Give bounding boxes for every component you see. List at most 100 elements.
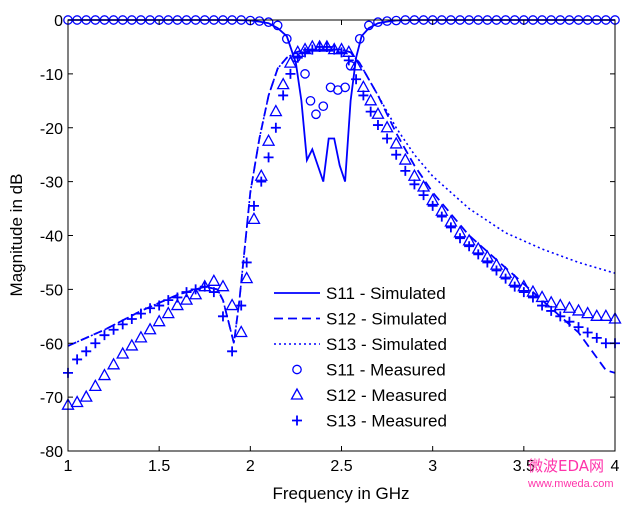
data-point [491, 265, 502, 276]
data-point [134, 330, 148, 343]
data-point [106, 357, 121, 370]
data-point [581, 306, 595, 319]
data-point [340, 82, 350, 93]
data-point [240, 271, 254, 284]
data-point [172, 292, 183, 303]
data-point [537, 300, 548, 311]
series-s13-measured [63, 41, 620, 378]
data-point [207, 273, 221, 286]
data-point [72, 354, 83, 365]
y-tick-label: -80 [40, 444, 63, 461]
data-point [225, 298, 239, 311]
data-point [527, 292, 538, 303]
data-point [307, 44, 318, 55]
data-point [261, 133, 276, 146]
data-point [117, 319, 128, 330]
data-point [354, 34, 365, 44]
y-tick-label: -30 [40, 175, 63, 192]
data-point [189, 287, 203, 300]
data-point [564, 316, 575, 327]
data-point [372, 120, 383, 131]
data-point [464, 241, 475, 252]
data-point [190, 284, 201, 295]
data-point [329, 44, 340, 55]
data-point [116, 346, 130, 359]
data-point [500, 273, 511, 284]
legend-label: S12 - Simulated [326, 310, 447, 329]
data-point [292, 52, 303, 63]
legend-label: S13 - Measured [326, 412, 447, 431]
data-point [88, 379, 102, 392]
data-point [163, 295, 174, 306]
data-point [445, 222, 456, 233]
watermark-text: 微波EDA网 [528, 457, 604, 475]
y-tick-label: -70 [40, 390, 63, 407]
data-point [318, 101, 329, 112]
data-point [380, 120, 394, 133]
watermark-url: www.mweda.com [527, 478, 614, 490]
legend-item-s11-measured: S11 - Measured [292, 361, 446, 380]
data-point [509, 281, 520, 292]
data-point [371, 106, 385, 119]
data-point [363, 20, 374, 31]
axis-ticks [67, 19, 616, 452]
x-tick-label: 3.5 [513, 458, 535, 475]
data-point [256, 176, 267, 187]
x-tick-label: 3 [428, 458, 437, 475]
data-point [382, 16, 392, 26]
data-point [145, 303, 156, 314]
data-point [391, 149, 402, 160]
legend-label: S11 - Simulated [326, 284, 446, 303]
data-point [152, 314, 166, 327]
data-point [247, 211, 261, 224]
data-point [108, 324, 119, 335]
data-point [269, 104, 283, 117]
legend-item-s11-simulated: S11 - Simulated [274, 284, 446, 303]
x-tick-label: 1 [64, 458, 73, 475]
data-point [518, 287, 529, 298]
y-tick-label: -10 [40, 67, 63, 84]
data-point [300, 47, 311, 58]
data-point [555, 311, 566, 322]
data-point [398, 152, 412, 165]
data-point [263, 17, 274, 28]
x-tick-label: 1.5 [148, 458, 170, 475]
data-point [181, 287, 192, 298]
data-point [81, 346, 92, 357]
y-tick-label: -50 [40, 282, 63, 299]
data-point [400, 165, 411, 176]
data-point [591, 332, 602, 343]
legend-label: S12 - Measured [326, 386, 447, 405]
data-point [154, 300, 165, 311]
x-tick-label: 2 [246, 458, 255, 475]
data-point [285, 68, 296, 79]
series-s11-simulated [68, 19, 615, 182]
data-point [343, 55, 354, 66]
data-point [241, 257, 252, 268]
data-point [254, 16, 265, 26]
legend-label: S11 - Measured [326, 361, 446, 380]
data-point [427, 200, 438, 211]
data-point [99, 330, 110, 341]
data-layer [61, 15, 622, 410]
legend-item-s12-simulated: S12 - Simulated [274, 310, 447, 329]
data-point [281, 34, 292, 44]
data-point [263, 152, 274, 163]
series-line [67, 48, 616, 374]
data-point [248, 200, 259, 211]
data-point [227, 346, 238, 357]
y-tick-label: -40 [40, 229, 63, 246]
data-point [391, 15, 402, 26]
data-point [473, 249, 484, 260]
data-point [349, 58, 363, 71]
legend-swatch [292, 415, 302, 426]
data-point [373, 17, 383, 28]
y-tick-label: -60 [40, 336, 63, 353]
data-point [270, 122, 281, 133]
data-point [135, 308, 146, 319]
x-tick-label: 4 [611, 458, 620, 475]
data-point [409, 179, 420, 190]
data-point [276, 77, 290, 90]
x-axis-title: Frequency in GHz [273, 484, 410, 503]
